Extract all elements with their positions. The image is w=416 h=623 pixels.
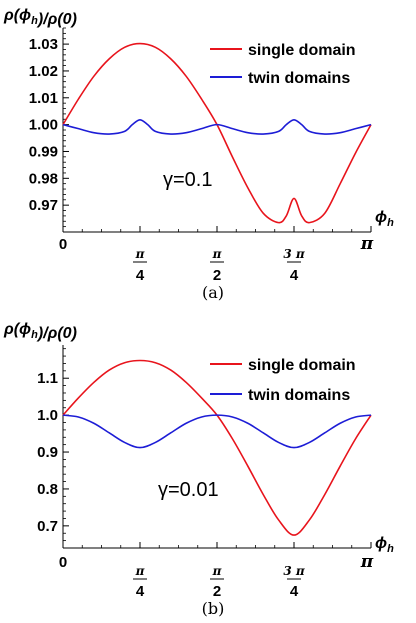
panel-caption: (b): [202, 599, 225, 618]
y-tick-label: 1.03: [29, 36, 58, 53]
panel-caption: (a): [202, 283, 224, 302]
y-tick-label: 1.1: [37, 370, 58, 387]
x-tick-denominator: 4: [290, 267, 299, 284]
gamma-annotation: γ=0.01: [158, 479, 219, 501]
y-tick-label: 0.98: [29, 170, 58, 187]
legend-label: twin domains: [248, 387, 350, 404]
legend-label: twin domains: [248, 70, 350, 87]
series-line-twin-domains: [62, 118, 372, 135]
x-tick-label: 0: [59, 554, 67, 571]
y-tick-label: 1.0: [37, 407, 58, 424]
y-axis-title: ρ(ϕh)/ρ(0): [3, 7, 77, 28]
x-tick-numerator: π: [212, 247, 222, 261]
y-tick-label: 0.7: [37, 518, 58, 535]
y-axis-title: ρ(ϕh)/ρ(0): [3, 321, 77, 342]
x-tick-numerator: π: [135, 247, 145, 261]
x-axis-title: ϕh: [375, 535, 394, 555]
y-tick-label: 1.00: [29, 117, 58, 134]
x-tick-denominator: 4: [136, 583, 145, 600]
y-tick-label: 0.8: [37, 481, 58, 498]
x-tick-numerator: 3 π: [283, 564, 305, 578]
series-line-twin-domains: [62, 414, 372, 449]
x-tick-label: π: [360, 552, 374, 572]
x-tick-denominator: 4: [290, 583, 299, 600]
x-tick-numerator: 3 π: [283, 247, 305, 261]
legend-label: single domain: [248, 42, 356, 59]
x-tick-denominator: 2: [213, 267, 221, 284]
x-tick-label: 0: [59, 236, 67, 253]
legend-label: single domain: [248, 357, 356, 374]
y-tick-label: 1.02: [29, 63, 58, 80]
x-tick-numerator: π: [135, 564, 145, 578]
x-tick-denominator: 2: [213, 583, 221, 600]
y-tick-label: 1.01: [29, 90, 58, 107]
y-tick-label: 0.99: [29, 143, 58, 160]
x-tick-numerator: π: [212, 564, 222, 578]
gamma-annotation: γ=0.1: [163, 169, 212, 191]
y-tick-label: 0.9: [37, 444, 58, 461]
x-tick-label: π: [360, 234, 374, 254]
chart-panel-a: 0.97 0.98 0.99 1.00 1.01 1.02 1.03 0 π 4 π 2 3 π 4 π si…: [3, 7, 394, 302]
x-tick-denominator: 4: [136, 267, 145, 284]
series-line-single-domain: [62, 42, 372, 224]
y-tick-label: 0.97: [29, 197, 58, 214]
chart-panel-b: 0.7 0.8 0.9 1.0 1.1 0 π 4 π 2 3 π 4 π single domain tw…: [3, 321, 394, 618]
x-axis-title: ϕh: [375, 209, 394, 229]
